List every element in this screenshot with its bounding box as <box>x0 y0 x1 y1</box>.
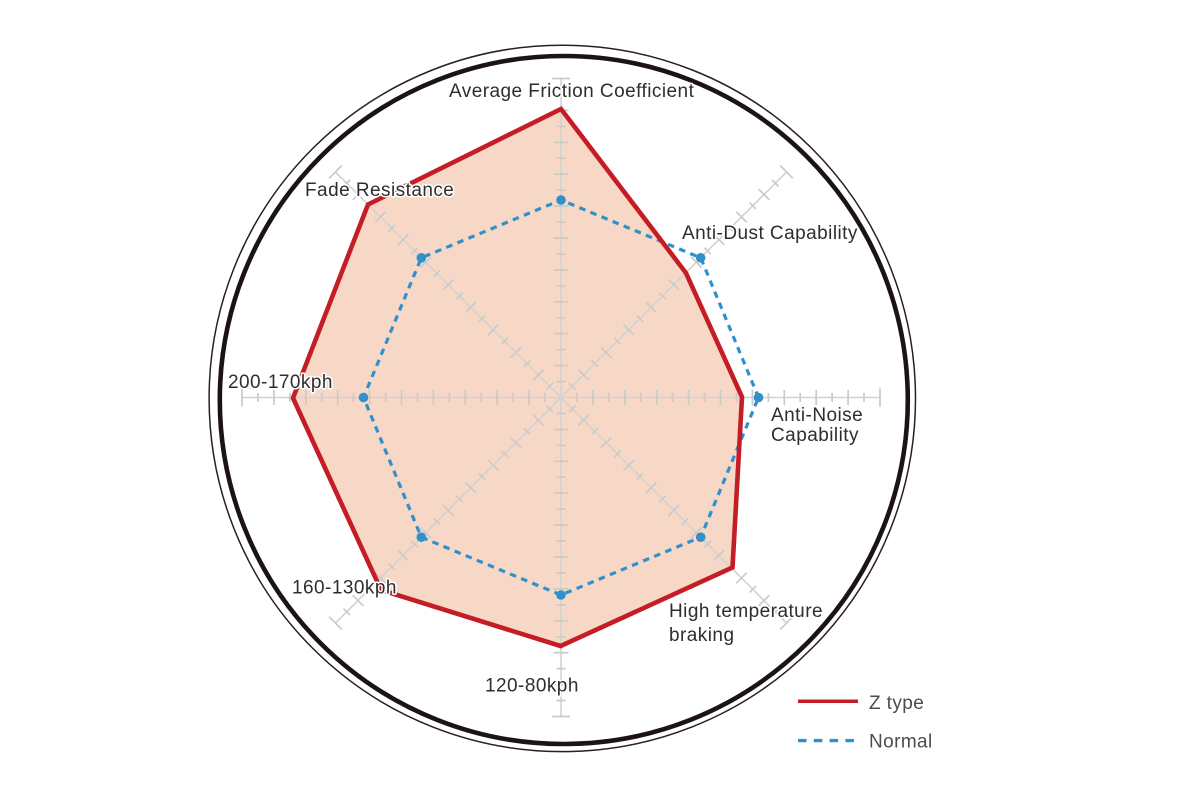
svg-text:Capability: Capability <box>771 425 859 446</box>
svg-text:200-170kph: 200-170kph <box>228 372 333 393</box>
svg-text:Anti-Noise: Anti-Noise <box>771 405 863 426</box>
svg-text:Anti-Dust Capability: Anti-Dust Capability <box>682 223 858 244</box>
svg-text:High temperature: High temperature <box>669 601 823 622</box>
svg-text:braking: braking <box>669 625 734 646</box>
svg-text:Normal: Normal <box>869 732 933 753</box>
svg-text:Average Friction Coefficient: Average Friction Coefficient <box>449 81 695 102</box>
svg-text:Fade Resistance: Fade Resistance <box>305 180 454 201</box>
svg-text:Z type: Z type <box>869 693 924 714</box>
svg-text:120-80kph: 120-80kph <box>485 676 579 697</box>
svg-text:160-130kph: 160-130kph <box>292 578 397 599</box>
